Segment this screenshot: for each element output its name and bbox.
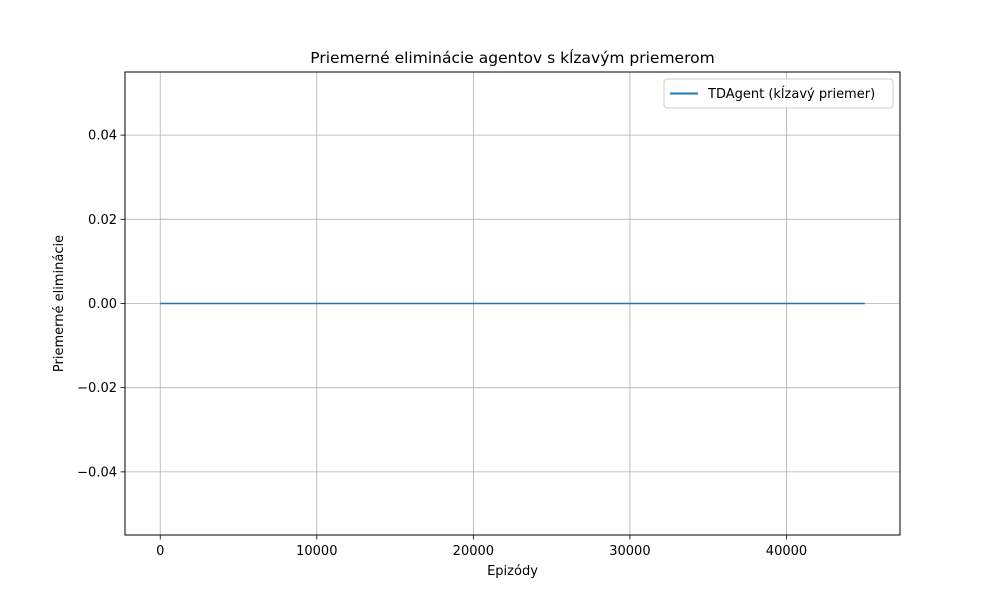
y-tick-label: −0.02: [77, 381, 117, 396]
x-tick-label: 40000: [766, 544, 807, 559]
legend-box: [663, 78, 894, 109]
y-tick-label: −0.04: [77, 465, 117, 480]
y-tick-label: 0.02: [88, 213, 117, 228]
x-tick-label: 0: [156, 544, 164, 559]
chart-title: Priemerné eliminácie agentov s kĺzavým p…: [310, 48, 714, 67]
legend: TDAgent (kĺzavý priemer): [663, 78, 894, 109]
x-tick-label: 10000: [296, 544, 337, 559]
legend-label: TDAgent (kĺzavý priemer): [707, 86, 875, 102]
x-tick-label: 20000: [453, 544, 494, 559]
y-tick-label: 0.04: [88, 129, 117, 144]
y-axis-label: Priemerné eliminácie: [52, 235, 67, 372]
x-tick-label: 30000: [609, 544, 650, 559]
y-tick-label: 0.00: [88, 297, 117, 312]
ticks: 0 10000 20000 30000 40000 0.04 0.02 0.00 −0.02 −0…: [77, 129, 807, 559]
x-axis-label: Epizódy: [487, 564, 538, 579]
